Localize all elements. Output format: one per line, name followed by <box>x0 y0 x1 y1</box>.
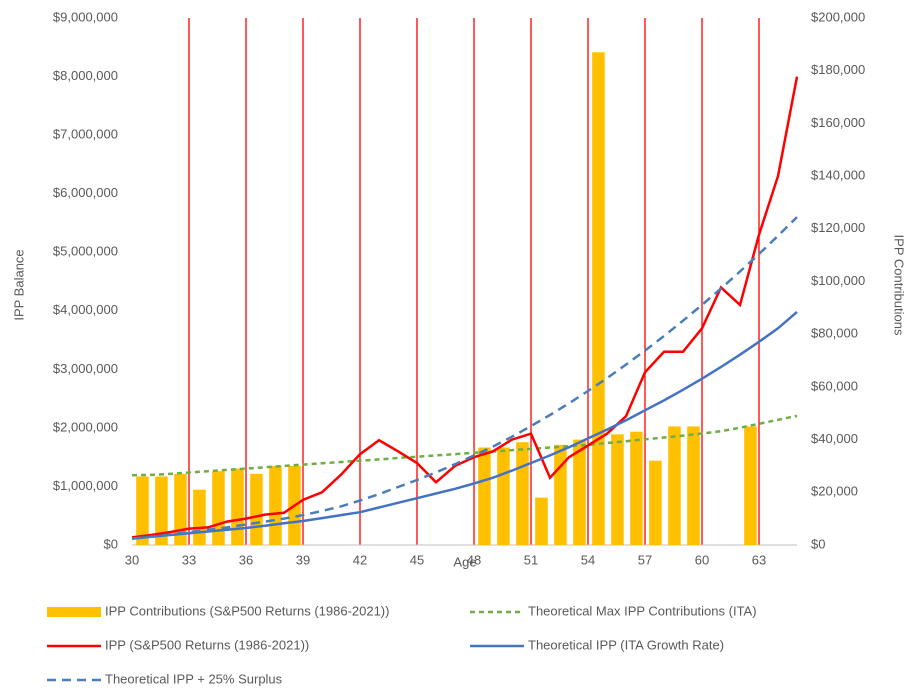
bar <box>155 476 168 545</box>
bar <box>535 497 548 545</box>
x-tick-label: 63 <box>752 552 766 567</box>
x-tick-label: 42 <box>353 552 367 567</box>
y-tick-label: $0 <box>104 536 118 551</box>
bar <box>687 426 700 545</box>
y-tick-label: $9,000,000 <box>53 9 118 24</box>
line <box>131 310 798 540</box>
y-tick-label: $8,000,000 <box>53 68 118 83</box>
line <box>131 76 799 539</box>
y-tick-label: $1,000,000 <box>53 478 118 493</box>
x-tick-label: 39 <box>296 552 310 567</box>
y2-tick-label: $180,000 <box>811 62 865 77</box>
y-tick-label: $5,000,000 <box>53 244 118 259</box>
legend-label: Theoretical IPP + 25% Surplus <box>105 671 283 686</box>
x-tick-label: 30 <box>125 552 139 567</box>
bar <box>250 473 263 545</box>
bar <box>193 489 206 545</box>
y-tick-label: $3,000,000 <box>53 361 118 376</box>
y2-tick-label: $200,000 <box>811 9 865 24</box>
bar <box>174 473 187 545</box>
bar <box>592 52 605 545</box>
bar <box>573 439 586 545</box>
bar <box>478 447 491 545</box>
y2-tick-label: $60,000 <box>811 378 858 393</box>
legend-swatch <box>47 607 101 617</box>
x-tick-label: 33 <box>182 552 196 567</box>
y-tick-label: $2,000,000 <box>53 419 118 434</box>
legend-label: Theoretical Max IPP Contributions (ITA) <box>528 603 757 618</box>
y2-tick-label: $140,000 <box>811 168 865 183</box>
bar <box>649 460 662 545</box>
y2-tick-label: $20,000 <box>811 484 858 499</box>
y-tick-label: $6,000,000 <box>53 185 118 200</box>
y2-axis-label: IPP Contributions <box>892 235 907 336</box>
bar <box>136 476 149 545</box>
bar <box>611 434 624 545</box>
bar <box>497 447 510 545</box>
x-tick-label: 54 <box>581 552 595 567</box>
line <box>131 414 798 477</box>
y-tick-label: $7,000,000 <box>53 127 118 142</box>
y2-tick-label: $0 <box>811 536 825 551</box>
y2-tick-label: $80,000 <box>811 326 858 341</box>
y2-tick-label: $160,000 <box>811 115 865 130</box>
x-tick-label: 51 <box>524 552 538 567</box>
x-tick-label: 36 <box>239 552 253 567</box>
y2-tick-label: $120,000 <box>811 220 865 235</box>
bar <box>212 471 225 545</box>
x-tick-label: 45 <box>410 552 424 567</box>
legend-label: Theoretical IPP (ITA Growth Rate) <box>528 637 724 652</box>
y-axis-label: IPP Balance <box>11 249 26 320</box>
y2-tick-label: $40,000 <box>811 431 858 446</box>
bar <box>516 442 529 545</box>
x-tick-label: 48 <box>467 552 481 567</box>
bar <box>630 431 643 545</box>
x-axis-label: Age <box>453 554 476 569</box>
bar <box>744 426 757 545</box>
line <box>131 216 798 540</box>
bar <box>668 426 681 545</box>
legend-label: IPP (S&P500 Returns (1986-2021)) <box>105 637 309 652</box>
legend-label: IPP Contributions (S&P500 Returns (1986-… <box>105 603 389 618</box>
y2-tick-label: $100,000 <box>811 273 865 288</box>
bar <box>231 468 244 545</box>
x-tick-label: 60 <box>695 552 709 567</box>
bar <box>269 465 282 545</box>
x-tick-label: 57 <box>638 552 652 567</box>
y-tick-label: $4,000,000 <box>53 302 118 317</box>
